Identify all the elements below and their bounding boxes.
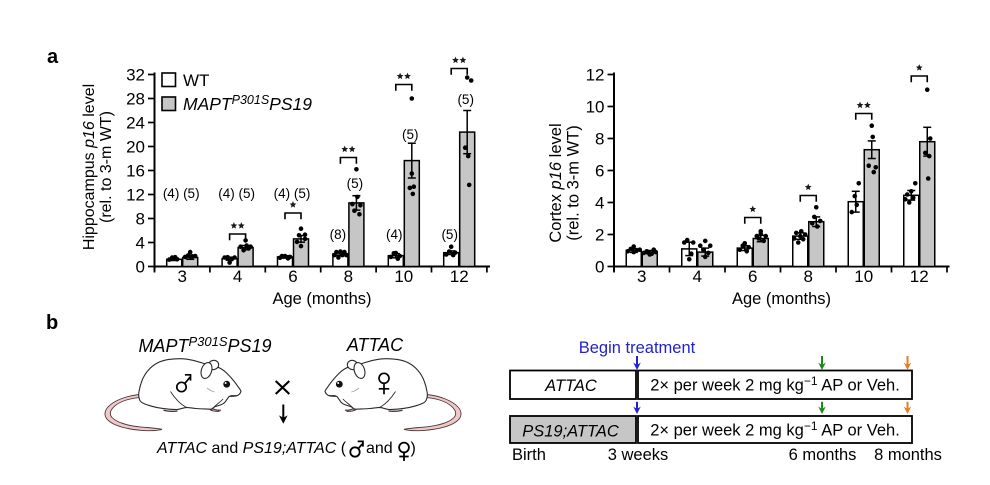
svg-text:): ) xyxy=(411,440,416,457)
svg-text:3: 3 xyxy=(637,267,646,286)
svg-text:Cortex p16 level: Cortex p16 level xyxy=(547,123,565,242)
svg-text:0: 0 xyxy=(136,258,145,277)
svg-text:8: 8 xyxy=(136,210,145,229)
svg-text:8 months: 8 months xyxy=(874,446,942,464)
svg-text:(5): (5) xyxy=(441,227,458,242)
svg-text:ATTAC and PS19;ATTAC (: ATTAC and PS19;ATTAC ( xyxy=(156,440,347,457)
svg-text:ATTAC: ATTAC xyxy=(544,377,597,395)
svg-text:6: 6 xyxy=(288,267,297,286)
svg-text:10: 10 xyxy=(394,267,413,286)
svg-text:MAPTP301SPS19: MAPTP301SPS19 xyxy=(183,93,312,114)
svg-text:Age (months): Age (months) xyxy=(272,290,371,308)
svg-text:(4) (5): (4) (5) xyxy=(274,186,311,201)
svg-text:12: 12 xyxy=(910,267,929,286)
svg-text:12: 12 xyxy=(586,66,605,85)
svg-text:WT: WT xyxy=(183,71,209,90)
svg-text:4: 4 xyxy=(136,234,145,253)
svg-text:(rel. to 3-m WT): (rel. to 3-m WT) xyxy=(565,125,583,241)
svg-text:16: 16 xyxy=(126,162,145,181)
svg-text:2× per week 2 mg kg−1 AP or Ve: 2× per week 2 mg kg−1 AP or Veh. xyxy=(650,374,900,395)
svg-text:(4) (5): (4) (5) xyxy=(163,186,200,201)
svg-text:Age (months): Age (months) xyxy=(732,290,831,308)
svg-text:3 weeks: 3 weeks xyxy=(608,446,669,464)
svg-text:24: 24 xyxy=(126,114,145,133)
svg-text:and: and xyxy=(366,440,393,457)
svg-text:8: 8 xyxy=(595,130,604,149)
svg-text:4: 4 xyxy=(693,267,702,286)
svg-text:a: a xyxy=(47,46,59,68)
svg-text:10: 10 xyxy=(586,98,605,117)
svg-text:(8): (8) xyxy=(330,227,347,242)
svg-text:12: 12 xyxy=(450,267,469,286)
svg-text:Hippocampus p16 level: Hippocampus p16 level xyxy=(81,84,98,250)
svg-text:b: b xyxy=(46,312,58,334)
svg-text:12: 12 xyxy=(126,186,145,205)
svg-text:6: 6 xyxy=(748,267,757,286)
svg-text:ATTAC: ATTAC xyxy=(346,335,404,355)
svg-text:Begin treatment: Begin treatment xyxy=(579,339,696,357)
svg-text:(5): (5) xyxy=(402,127,419,142)
svg-text:4: 4 xyxy=(233,267,242,286)
svg-text:28: 28 xyxy=(126,90,145,109)
svg-text:(4) (5): (4) (5) xyxy=(218,186,255,201)
svg-text:MAPTP301SPS19: MAPTP301SPS19 xyxy=(138,334,271,356)
svg-text:8: 8 xyxy=(344,267,353,286)
svg-text:10: 10 xyxy=(854,267,873,286)
svg-text:32: 32 xyxy=(126,66,145,85)
svg-text:(4): (4) xyxy=(386,227,403,242)
svg-text:0: 0 xyxy=(595,258,604,277)
svg-text:(rel. to 3-m WT): (rel. to 3-m WT) xyxy=(98,111,115,223)
svg-text:(5): (5) xyxy=(347,176,364,191)
svg-text:3: 3 xyxy=(177,267,186,286)
svg-text:4: 4 xyxy=(595,194,604,213)
svg-text:6 months: 6 months xyxy=(789,446,857,464)
svg-text:Birth: Birth xyxy=(512,446,546,464)
svg-text:(5): (5) xyxy=(457,92,474,107)
svg-text:2: 2 xyxy=(595,226,604,245)
svg-text:PS19;ATTAC: PS19;ATTAC xyxy=(522,423,619,441)
svg-text:6: 6 xyxy=(595,162,604,181)
svg-text:2× per week 2 mg kg−1 AP or Ve: 2× per week 2 mg kg−1 AP or Veh. xyxy=(650,419,900,440)
svg-text:20: 20 xyxy=(126,138,145,157)
svg-text:8: 8 xyxy=(804,267,813,286)
